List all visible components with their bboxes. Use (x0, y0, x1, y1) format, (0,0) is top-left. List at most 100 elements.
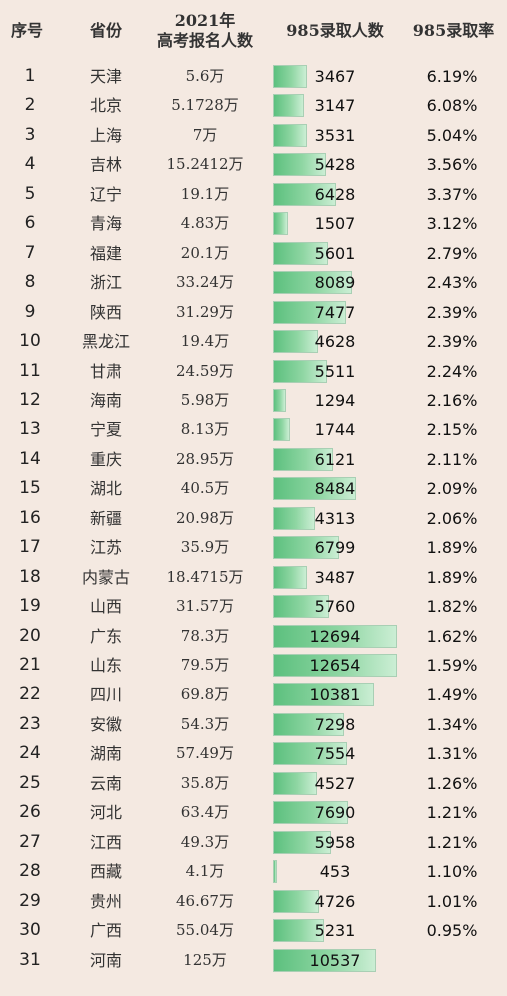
row-registrants: 20.98万 (176, 508, 234, 527)
row-index: 18 (19, 566, 41, 587)
table-row: 28 西藏 4.1万 453 1.10% (0, 857, 507, 886)
row-registrants: 19.4万 (180, 332, 230, 351)
row-rate: 1.89% (426, 538, 478, 558)
row-index: 29 (19, 890, 41, 911)
table-row: 17 江苏 35.9万 6799 1.89% (0, 533, 507, 562)
row-admitted: 7690 (314, 803, 356, 823)
admitted-data-bar (273, 418, 291, 442)
row-province: 江西 (89, 832, 122, 852)
row-admitted: 10537 (309, 950, 361, 970)
row-admitted: 5428 (314, 155, 356, 175)
table-row: 25 云南 35.8万 4527 1.26% (0, 769, 507, 798)
row-index: 31 (19, 949, 41, 970)
row-index: 15 (19, 478, 41, 499)
table-row: 19 山西 31.57万 5760 1.82% (0, 592, 507, 621)
row-rate: 2.09% (426, 479, 478, 499)
admitted-data-bar (273, 801, 349, 825)
row-rate: 1.21% (426, 832, 478, 852)
row-province: 河南 (89, 950, 122, 970)
admitted-data-bar (273, 300, 347, 324)
table-row: 5 辽宁 19.1万 6428 3.37% (0, 180, 507, 209)
row-index: 10 (19, 331, 41, 352)
row-index: 2 (24, 95, 36, 116)
row-registrants: 15.2412万 (166, 155, 244, 174)
header-admitted: 985录取人数 (286, 21, 384, 40)
admitted-data-bar (273, 447, 333, 471)
row-rate: 1.31% (426, 744, 478, 764)
row-province: 辽宁 (89, 184, 122, 204)
row-index: 24 (19, 743, 41, 764)
row-admitted: 7554 (314, 744, 356, 764)
table-row: 9 陕西 31.29万 7477 2.39% (0, 298, 507, 327)
admitted-data-bar (273, 771, 318, 795)
row-province: 吉林 (89, 155, 122, 175)
admitted-data-bar (273, 212, 288, 236)
row-rate: 2.11% (426, 449, 478, 469)
row-registrants: 31.29万 (176, 302, 234, 321)
row-admitted: 7477 (314, 302, 356, 322)
row-rate: 2.15% (426, 420, 478, 440)
table-row: 29 贵州 46.67万 4726 1.01% (0, 887, 507, 916)
row-province: 贵州 (89, 891, 122, 911)
row-registrants: 5.6万 (185, 67, 225, 85)
row-registrants: 28.95万 (176, 449, 234, 468)
row-rate: 2.06% (426, 508, 478, 528)
row-province: 甘肃 (89, 361, 122, 381)
row-registrants: 57.49万 (176, 744, 234, 763)
header-rate: 985录取率 (412, 21, 495, 40)
table-row: 13 宁夏 8.13万 1744 2.15% (0, 415, 507, 444)
row-registrants: 8.13万 (180, 420, 230, 439)
row-province: 重庆 (89, 449, 122, 469)
row-index: 25 (19, 772, 41, 793)
admitted-data-bar (273, 624, 397, 648)
row-registrants: 79.5万 (180, 656, 230, 674)
row-province: 北京 (89, 96, 122, 116)
row-index: 17 (19, 537, 41, 558)
row-province: 福建 (89, 243, 122, 263)
row-index: 11 (19, 360, 41, 381)
table-row: 1 天津 5.6万 3467 6.19% (0, 62, 507, 91)
row-province: 山东 (89, 656, 122, 675)
row-province: 四川 (89, 685, 122, 705)
row-province: 广西 (89, 921, 122, 941)
row-registrants: 4.1万 (185, 862, 225, 881)
row-admitted: 12654 (309, 656, 361, 675)
row-registrants: 5.1728万 (171, 96, 239, 115)
header-index: 序号 (10, 21, 43, 40)
row-registrants: 49.3万 (180, 832, 230, 851)
row-registrants: 40.5万 (180, 479, 230, 498)
row-index: 6 (24, 213, 36, 234)
row-registrants: 35.8万 (180, 773, 230, 792)
row-admitted: 8484 (314, 479, 356, 499)
row-index: 8 (24, 272, 36, 293)
row-province: 宁夏 (89, 420, 122, 440)
row-index: 22 (19, 684, 41, 705)
admitted-data-bar (273, 742, 347, 766)
table-row: 27 江西 49.3万 5958 1.21% (0, 828, 507, 857)
admitted-data-bar (273, 565, 308, 589)
admitted-data-bar (273, 330, 319, 354)
row-admitted: 5511 (314, 361, 356, 381)
table-row: 12 海南 5.98万 1294 2.16% (0, 386, 507, 415)
admitted-data-bar (273, 241, 328, 265)
row-rate: 1.21% (426, 803, 478, 823)
row-province: 青海 (89, 214, 122, 234)
row-index: 28 (19, 861, 41, 882)
row-admitted: 3147 (314, 96, 356, 116)
row-registrants: 31.57万 (176, 597, 234, 616)
table-row: 11 甘肃 24.59万 5511 2.24% (0, 357, 507, 386)
row-registrants: 35.9万 (180, 538, 230, 557)
row-rate: 0.95% (426, 921, 478, 941)
row-index: 30 (19, 920, 41, 941)
row-rate: 1.34% (426, 714, 478, 734)
row-index: 19 (19, 596, 41, 617)
admitted-data-bar (273, 388, 286, 412)
row-registrants: 55.04万 (176, 921, 234, 940)
row-admitted: 7298 (314, 714, 356, 734)
row-registrants: 54.3万 (180, 714, 230, 733)
row-admitted: 3487 (314, 567, 356, 587)
row-admitted: 5231 (314, 921, 356, 941)
row-rate: 1.62% (426, 626, 478, 646)
row-province: 山西 (89, 597, 122, 617)
